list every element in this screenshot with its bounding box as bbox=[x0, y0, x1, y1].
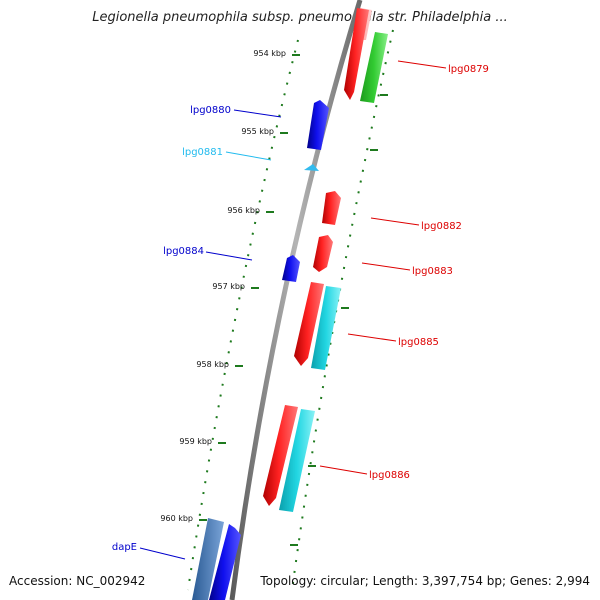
gene-label-lpg0884[interactable]: lpg0884 bbox=[163, 246, 204, 257]
gene-label-lpg0880[interactable]: lpg0880 bbox=[190, 105, 231, 116]
accession-text: Accession: NC_002942 bbox=[9, 574, 146, 588]
gene-labels: lpg0879 lpg0880 lpg0881 lpg0882 lpg0883 … bbox=[112, 64, 489, 553]
scale-track-right bbox=[291, 29, 394, 591]
gene-label-lpg0882[interactable]: lpg0882 bbox=[421, 221, 462, 232]
gene-feature-lpg0879-green[interactable] bbox=[360, 32, 388, 103]
gene-feature-lpg0885-cyan[interactable] bbox=[311, 286, 341, 370]
gene-feature-lpg0880[interactable] bbox=[307, 100, 329, 150]
gene-feature-lpg0886[interactable] bbox=[263, 405, 298, 506]
chromosome-backbone bbox=[229, 0, 363, 600]
tick-label: 956 kbp bbox=[227, 206, 260, 215]
gene-feature-dapE-steel[interactable] bbox=[192, 518, 224, 600]
gene-feature-dapE[interactable] bbox=[209, 524, 241, 600]
tick-label: 959 kbp bbox=[179, 437, 212, 446]
gene-label-lpg0879[interactable]: lpg0879 bbox=[448, 64, 489, 75]
gene-feature-lpg0886-cyan[interactable] bbox=[279, 409, 315, 512]
tick-label: 957 kbp bbox=[212, 282, 245, 291]
gene-label-lpg0881[interactable]: lpg0881 bbox=[182, 147, 223, 158]
gene-feature-lpg0882[interactable] bbox=[322, 191, 341, 225]
genome-title: Legionella pneumophila subsp. pneumophil… bbox=[92, 10, 508, 25]
gene-feature-lpg0884[interactable] bbox=[282, 255, 300, 282]
tick-label: 960 kbp bbox=[160, 514, 193, 523]
gene-label-lpg0885[interactable]: lpg0885 bbox=[398, 337, 439, 348]
tick-label: 954 kbp bbox=[253, 49, 286, 58]
gene-label-lpg0883[interactable]: lpg0883 bbox=[412, 266, 453, 277]
tick-group: 954 kbp 955 kbp 956 kbp 957 kbp 958 kbp … bbox=[160, 49, 388, 546]
gene-feature-lpg0883[interactable] bbox=[313, 235, 333, 272]
tick-label: 955 kbp bbox=[241, 127, 274, 136]
gene-feature-lpg0881[interactable] bbox=[304, 164, 319, 171]
gene-label-dapE[interactable]: dapE bbox=[112, 542, 137, 553]
leader-lines bbox=[139, 60, 447, 560]
gene-label-lpg0886[interactable]: lpg0886 bbox=[369, 470, 410, 481]
tick-label: 958 kbp bbox=[196, 360, 229, 369]
gene-feature-lpg0879[interactable] bbox=[344, 8, 369, 100]
gene-feature-lpg0885[interactable] bbox=[294, 282, 324, 366]
genome-summary-text: Topology: circular; Length: 3,397,754 bp… bbox=[260, 574, 590, 588]
